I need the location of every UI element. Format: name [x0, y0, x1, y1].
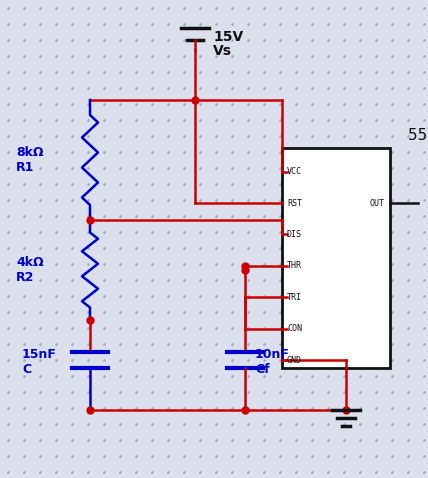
- Text: 555 Timer: 555 Timer: [408, 129, 428, 143]
- Text: THR: THR: [287, 261, 302, 271]
- Text: 15V: 15V: [213, 30, 243, 44]
- Text: 10nF
Cf: 10nF Cf: [255, 348, 290, 376]
- Text: OUT: OUT: [370, 198, 385, 207]
- Text: DIS: DIS: [287, 230, 302, 239]
- Text: 4kΩ
R2: 4kΩ R2: [16, 256, 44, 284]
- Bar: [282, 148, 390, 368]
- Text: CON: CON: [287, 324, 302, 333]
- Text: TRI: TRI: [287, 293, 302, 302]
- Text: GND: GND: [287, 356, 302, 365]
- Text: 15nF
C: 15nF C: [22, 348, 57, 376]
- Text: VCC: VCC: [287, 167, 302, 176]
- Text: 8kΩ
R1: 8kΩ R1: [16, 146, 44, 174]
- Text: RST: RST: [287, 198, 302, 207]
- Text: Vs: Vs: [213, 44, 232, 58]
